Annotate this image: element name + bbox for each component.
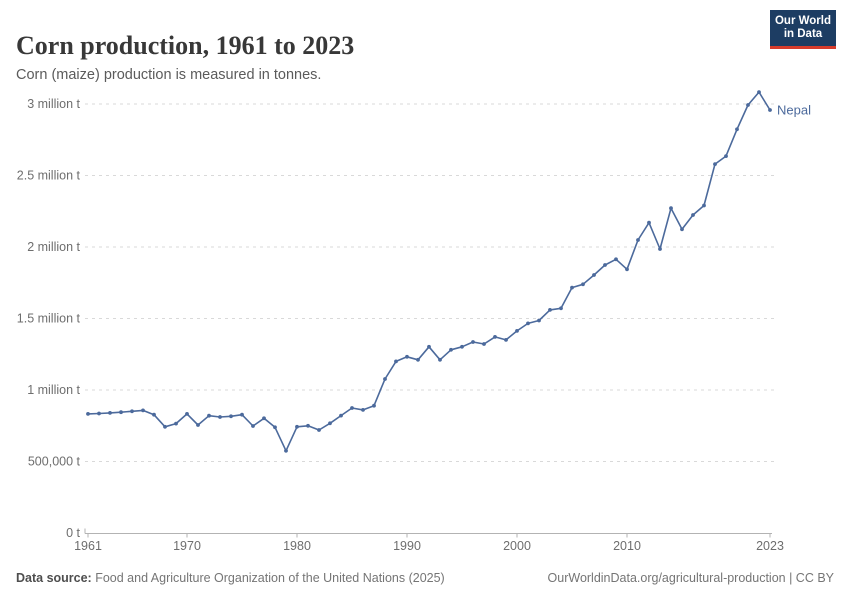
data-point: [768, 108, 772, 112]
data-point: [262, 416, 266, 421]
data-source-note: Data source: Food and Agriculture Organi…: [16, 571, 445, 585]
data-point: [702, 203, 706, 208]
data-point: [141, 408, 145, 413]
data-point: [724, 154, 728, 159]
data-point: [119, 410, 123, 415]
data-point: [614, 257, 618, 262]
data-point: [427, 344, 431, 349]
data-point: [757, 90, 761, 94]
data-point: [163, 424, 167, 429]
data-point: [493, 335, 497, 339]
data-point: [383, 377, 387, 381]
data-point: [669, 206, 673, 211]
data-point: [306, 423, 310, 428]
data-source-text: Food and Agriculture Organization of the…: [91, 571, 445, 585]
data-point: [471, 340, 475, 344]
data-point: [218, 415, 222, 419]
x-axis-tick-label: 2000: [503, 539, 531, 553]
y-axis-tick-label: 500,000 t: [28, 455, 81, 469]
data-point: [504, 338, 508, 342]
data-point: [317, 428, 321, 432]
data-point: [240, 412, 244, 417]
data-point: [603, 263, 607, 267]
data-point: [548, 308, 552, 312]
series-entity-label[interactable]: Nepal: [777, 103, 811, 118]
data-point: [405, 354, 409, 359]
data-point: [746, 103, 750, 107]
data-point: [339, 413, 343, 418]
chart-subtitle: Corn (maize) production is measured in t…: [16, 66, 322, 83]
data-point: [482, 342, 486, 346]
data-point: [229, 414, 233, 419]
data-point: [658, 247, 662, 251]
data-point: [735, 127, 739, 132]
data-point: [86, 412, 90, 416]
x-axis-tick-label: 2010: [613, 539, 641, 553]
data-point: [295, 424, 299, 429]
y-axis-tick-label: 3 million t: [27, 97, 80, 111]
data-point: [526, 321, 530, 326]
data-point: [207, 413, 211, 418]
y-axis-tick-label: 0 t: [66, 526, 80, 540]
data-point: [196, 423, 200, 427]
data-point: [97, 411, 101, 416]
data-point: [460, 344, 464, 349]
data-point: [713, 162, 717, 167]
data-point: [581, 282, 585, 287]
data-point: [680, 227, 684, 232]
line-chart-canvas[interactable]: 0 t 500,000 t 1 million t 1.5 million t 2 mi…: [0, 0, 850, 560]
data-point: [251, 424, 255, 428]
footer-citation-link[interactable]: OurWorldinData.org/agricultural-producti…: [547, 571, 834, 585]
data-point: [185, 412, 189, 416]
owid-logo[interactable]: Our World in Data: [770, 10, 836, 49]
data-point: [570, 285, 574, 290]
y-axis-tick-label: 2 million t: [27, 240, 80, 254]
data-point: [559, 306, 563, 311]
owid-logo-line2: in Data: [783, 28, 823, 40]
data-point: [691, 213, 695, 217]
chart-footer: Data source: Food and Agriculture Organi…: [0, 567, 850, 593]
x-axis-tick-label: 1990: [393, 539, 421, 553]
data-point: [328, 421, 332, 426]
data-point: [273, 425, 277, 430]
data-point: [108, 411, 112, 415]
data-line: [87, 91, 771, 452]
data-point: [174, 421, 178, 426]
x-axis-tick-label: 1980: [283, 539, 311, 553]
data-point: [152, 412, 156, 417]
x-axis-tick-label: 2023: [756, 539, 784, 553]
data-point: [416, 357, 420, 362]
data-source-label: Data source:: [16, 571, 92, 585]
data-point: [394, 359, 398, 364]
page-title: Corn production, 1961 to 2023: [16, 31, 355, 61]
data-point: [372, 403, 376, 408]
data-point: [361, 408, 365, 412]
x-axis-tick-label: 1961: [74, 539, 102, 553]
y-axis-tick-label: 1 million t: [27, 383, 80, 397]
data-point: [284, 448, 288, 453]
data-point: [449, 347, 453, 352]
data-point: [438, 357, 442, 362]
data-point: [625, 267, 629, 272]
y-axis-tick-label: 1.5 million t: [17, 312, 81, 326]
data-point: [537, 318, 541, 323]
data-point: [515, 329, 519, 333]
data-point: [592, 273, 596, 277]
data-point: [636, 238, 640, 242]
data-point: [130, 409, 134, 414]
data-point: [647, 220, 651, 225]
x-axis-tick-label: 1970: [173, 539, 201, 553]
data-point: [350, 406, 354, 410]
y-axis-tick-label: 2.5 million t: [17, 169, 81, 183]
owid-logo-line1: Our World: [774, 15, 831, 27]
